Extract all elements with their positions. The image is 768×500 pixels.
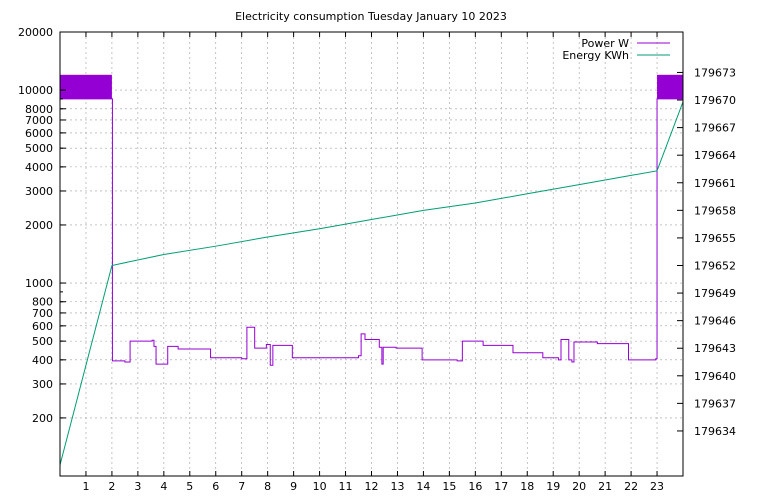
x-tick-label: 20 — [572, 480, 586, 493]
x-tick-label: 12 — [365, 480, 379, 493]
y-right-tick-label: 179640 — [694, 370, 736, 383]
y-left-tick-label: 3000 — [25, 185, 53, 198]
x-tick-label: 22 — [624, 480, 638, 493]
x-tick-label: 16 — [468, 480, 482, 493]
x-tick-label: 7 — [238, 480, 245, 493]
x-tick-label: 11 — [339, 480, 353, 493]
x-tick-label: 21 — [598, 480, 612, 493]
y-right-tick-label: 179655 — [694, 232, 736, 245]
y-right-tick-label: 179649 — [694, 287, 736, 300]
y-left-tick-label: 10000 — [18, 84, 53, 97]
x-tick-label: 13 — [390, 480, 404, 493]
x-tick-label: 23 — [650, 480, 664, 493]
x-tick-label: 15 — [442, 480, 456, 493]
x-tick-label: 1 — [82, 480, 89, 493]
y-right-tick-label: 179670 — [694, 94, 736, 107]
x-tick-label: 8 — [264, 480, 271, 493]
y-right-tick-label: 179664 — [694, 149, 736, 162]
y-left-tick-label: 300 — [32, 378, 53, 391]
y-left-tick-label: 800 — [32, 296, 53, 309]
axis-ticks: 1 2 3 4 5 6 7 8 9 10 11 12 13 14 15 16 17 18 19 20 21 22 23200… — [18, 26, 736, 493]
y-right-tick-label: 179646 — [694, 315, 736, 328]
y-left-tick-label: 4000 — [25, 161, 53, 174]
y-right-tick-label: 179667 — [694, 122, 736, 135]
legend-label: Energy KWh — [562, 49, 629, 62]
x-tick-label: 19 — [546, 480, 560, 493]
y-left-tick-label: 8000 — [25, 103, 53, 116]
y-right-tick-label: 179637 — [694, 397, 736, 410]
power-series-line — [60, 98, 683, 366]
y-left-tick-label: 2000 — [25, 219, 53, 232]
y-left-tick-label: 1000 — [25, 277, 53, 290]
y-left-tick-label: 5000 — [25, 142, 53, 155]
y-right-tick-label: 179661 — [694, 177, 736, 190]
y-left-tick-label: 7000 — [25, 114, 53, 127]
x-tick-label: 6 — [212, 480, 219, 493]
y-right-tick-label: 179643 — [694, 342, 736, 355]
y-right-tick-label: 179652 — [694, 259, 736, 272]
x-tick-label: 17 — [494, 480, 508, 493]
x-tick-label: 2 — [108, 480, 115, 493]
y-left-tick-label: 700 — [32, 307, 53, 320]
y-left-tick-label: 20000 — [18, 26, 53, 39]
y-left-tick-label: 600 — [32, 320, 53, 333]
chart-title: Electricity consumption Tuesday January … — [235, 10, 507, 23]
y-left-tick-label: 200 — [32, 412, 53, 425]
y-left-tick-label: 400 — [32, 354, 53, 367]
plot-area — [59, 74, 684, 466]
x-tick-label: 4 — [160, 480, 167, 493]
y-right-tick-label: 179634 — [694, 425, 736, 438]
x-tick-label: 3 — [134, 480, 141, 493]
x-tick-label: 18 — [520, 480, 534, 493]
x-tick-label: 14 — [416, 480, 430, 493]
energy-series-line — [59, 101, 684, 466]
power-band — [657, 74, 683, 99]
y-left-tick-label: 6000 — [25, 127, 53, 140]
legend-label: Power W — [581, 37, 629, 50]
y-right-tick-label: 179658 — [694, 204, 736, 217]
y-left-tick-label: 500 — [32, 335, 53, 348]
x-tick-label: 5 — [186, 480, 193, 493]
x-tick-label: 9 — [290, 480, 297, 493]
power-band — [60, 74, 112, 99]
x-tick-label: 10 — [313, 480, 327, 493]
y-right-tick-label: 179673 — [694, 66, 736, 79]
grid-lines — [60, 31, 683, 476]
